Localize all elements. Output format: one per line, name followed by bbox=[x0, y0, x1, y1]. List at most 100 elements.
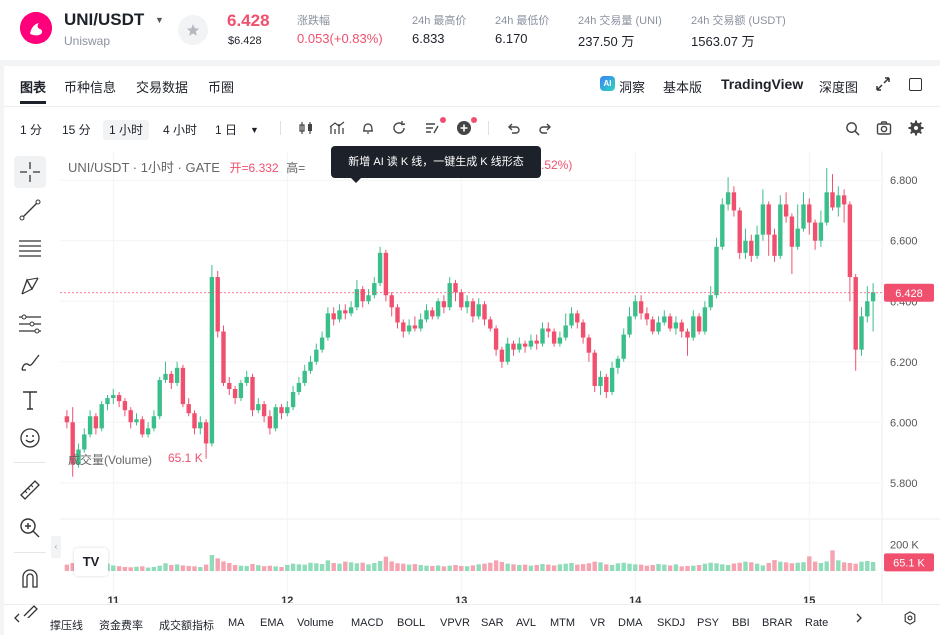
indicator-tab[interactable]: Volume bbox=[297, 617, 334, 629]
indicator-tab[interactable]: AVL bbox=[516, 617, 536, 629]
indicator-tab[interactable]: BBI bbox=[732, 617, 750, 629]
scroll-left-icon[interactable] bbox=[9, 610, 25, 626]
candle-body bbox=[261, 404, 267, 417]
fibonacci-tool[interactable] bbox=[14, 308, 46, 340]
candle-body bbox=[314, 349, 319, 362]
pair-dropdown-icon[interactable]: ▼ bbox=[155, 15, 164, 25]
search-icon[interactable] bbox=[842, 118, 862, 138]
indicator-tab[interactable]: MA bbox=[228, 617, 245, 629]
price-tick-label: 6.800 bbox=[890, 175, 918, 187]
indicator-icon[interactable] bbox=[327, 118, 347, 138]
pair-name[interactable]: UNI/USDT bbox=[64, 10, 145, 29]
text-icon bbox=[23, 391, 37, 410]
expand-icon[interactable] bbox=[876, 77, 890, 96]
indicator-tab[interactable]: BRAR bbox=[762, 617, 793, 629]
timeframe-15m[interactable]: 15 分 bbox=[62, 123, 91, 137]
price-tick-label: 6.200 bbox=[890, 357, 918, 369]
timeframe-4h[interactable]: 4 小时 bbox=[163, 123, 198, 137]
volume-bar bbox=[215, 558, 220, 571]
basic-view-link[interactable]: 基本版 bbox=[663, 80, 703, 95]
tab-coin-info[interactable]: 币种信息 bbox=[64, 80, 117, 95]
timeframe-more-icon[interactable]: ▼ bbox=[250, 125, 259, 135]
fullscreen-icon[interactable] bbox=[909, 78, 922, 91]
horizontal-lines-tool[interactable] bbox=[14, 232, 46, 264]
low-label: 24h 最低价 bbox=[495, 15, 550, 27]
alert-bell-icon[interactable] bbox=[358, 118, 378, 138]
zoom-tool[interactable] bbox=[14, 512, 46, 544]
indicator-tab[interactable]: Rate bbox=[805, 617, 829, 629]
volume-bar bbox=[638, 564, 644, 571]
indicator-tab[interactable]: VPVR bbox=[440, 617, 470, 629]
candle-body bbox=[586, 337, 592, 353]
ai-insight-icon[interactable]: AI bbox=[600, 76, 615, 91]
volume-bar bbox=[627, 563, 632, 571]
ai-pattern-icon[interactable] bbox=[422, 118, 442, 138]
insight-link[interactable]: 洞察 bbox=[619, 80, 646, 95]
settings-gear-icon[interactable] bbox=[906, 118, 926, 138]
timeframe-1d[interactable]: 1 日 bbox=[215, 123, 238, 137]
indicator-tab[interactable]: MACD bbox=[351, 617, 384, 629]
favorite-button[interactable] bbox=[178, 15, 208, 45]
volume-bar bbox=[534, 565, 539, 571]
current-volume-tag bbox=[884, 553, 934, 572]
tab-trading-data[interactable]: 交易数据 bbox=[136, 80, 189, 95]
candle-type-icon[interactable] bbox=[296, 118, 316, 138]
volume-bar bbox=[308, 562, 313, 571]
volume-bar bbox=[325, 560, 331, 571]
indicator-tab[interactable]: VR bbox=[590, 617, 606, 629]
volume-indicator-label: 成交量(Volume) bbox=[68, 453, 153, 467]
volume-bar bbox=[227, 563, 232, 571]
volume-bar bbox=[656, 564, 661, 571]
candle-body bbox=[551, 331, 557, 344]
candle-body bbox=[395, 307, 400, 323]
indicator-tab[interactable]: SKDJ bbox=[657, 617, 686, 629]
volume-bar bbox=[575, 564, 580, 571]
lock-tool[interactable] bbox=[14, 598, 46, 622]
add-indicator-icon[interactable] bbox=[454, 118, 474, 138]
volume-bar bbox=[250, 564, 255, 571]
tradingview-logo[interactable]: TV bbox=[74, 548, 108, 576]
indicator-settings-icon[interactable] bbox=[902, 610, 918, 626]
timeframe-1m[interactable]: 1 分 bbox=[20, 123, 43, 137]
text-tool[interactable] bbox=[14, 384, 46, 416]
indicator-tab[interactable]: 撑压线 bbox=[50, 620, 83, 632]
trendline-tool[interactable] bbox=[14, 194, 46, 226]
indicator-tab[interactable]: EMA bbox=[260, 617, 284, 629]
ai-feature-tooltip: 新增 AI 读 K 线，一键生成 K 线形态 bbox=[331, 146, 541, 183]
depth-chart-link[interactable]: 深度图 bbox=[819, 80, 859, 95]
collapse-toolbar-icon[interactable]: ‹ bbox=[51, 536, 61, 558]
horizontal-lines-icon bbox=[19, 240, 41, 257]
tradingview-link[interactable]: TradingView bbox=[721, 76, 804, 92]
tab-chart[interactable]: 图表 bbox=[20, 80, 47, 95]
volume-bar bbox=[731, 563, 737, 571]
tab-community[interactable]: 币圈 bbox=[208, 80, 235, 95]
emoji-tool[interactable] bbox=[14, 422, 46, 454]
undo-icon[interactable] bbox=[504, 118, 524, 138]
volume-bar bbox=[708, 562, 713, 571]
replay-icon[interactable] bbox=[389, 118, 409, 138]
indicator-tab[interactable]: DMA bbox=[618, 617, 643, 629]
timeframe-1h[interactable]: 1 小时 bbox=[103, 120, 150, 140]
redo-icon[interactable] bbox=[535, 118, 555, 138]
volume-bar bbox=[604, 564, 609, 571]
scroll-right-icon[interactable] bbox=[851, 610, 867, 626]
ruler-tool[interactable] bbox=[14, 474, 46, 506]
indicator-tab[interactable]: 资金费率 bbox=[99, 620, 143, 632]
indicator-tab[interactable]: PSY bbox=[697, 617, 720, 629]
pattern-tool[interactable] bbox=[14, 270, 46, 302]
magnet-tool[interactable] bbox=[14, 562, 46, 594]
indicator-tab[interactable]: 成交额指标 bbox=[159, 620, 214, 632]
indicator-tab[interactable]: SAR bbox=[481, 617, 504, 629]
candle-body bbox=[221, 331, 226, 383]
crosshair-tool[interactable] bbox=[14, 156, 46, 188]
candle-body bbox=[273, 407, 278, 429]
pair-subtitle: Uniswap bbox=[64, 34, 111, 48]
candle-body bbox=[198, 422, 203, 429]
brush-tool[interactable] bbox=[14, 346, 46, 378]
camera-icon[interactable] bbox=[874, 118, 894, 138]
volume-bar bbox=[441, 566, 447, 571]
volume-bar bbox=[331, 563, 336, 571]
indicator-tab[interactable]: BOLL bbox=[397, 617, 426, 629]
indicator-tab[interactable]: MTM bbox=[550, 617, 576, 629]
